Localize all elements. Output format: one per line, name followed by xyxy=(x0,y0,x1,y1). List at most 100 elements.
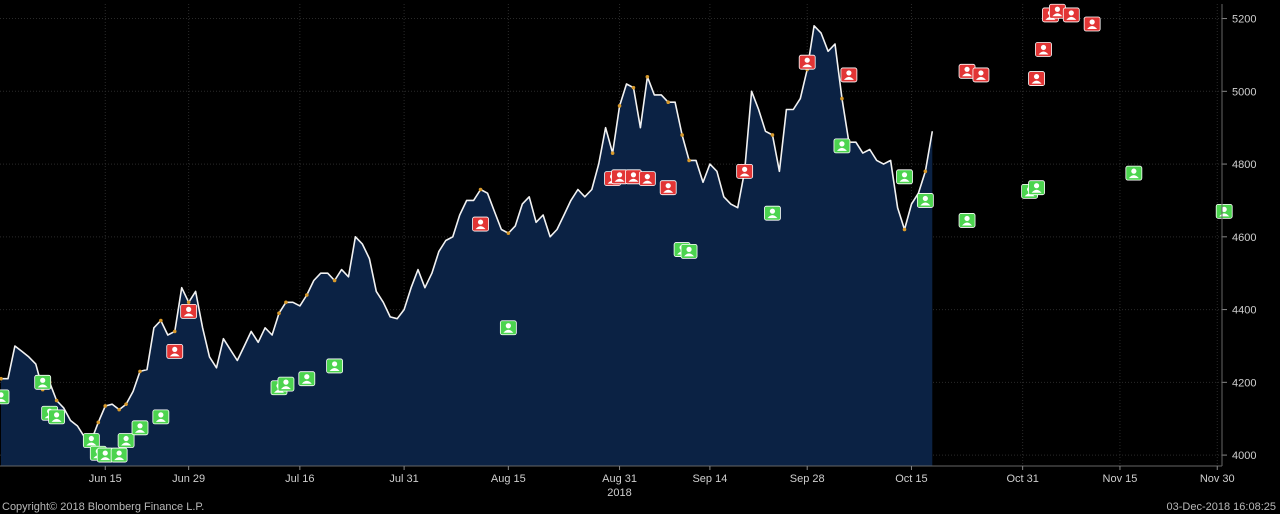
sell-signal-icon-head xyxy=(978,70,984,76)
signal-dot xyxy=(117,407,121,412)
buy-signal-icon-head xyxy=(332,361,338,367)
buy-signal-icon xyxy=(131,420,149,436)
buy-signal-icon-body xyxy=(135,429,145,433)
sell-signal-icon-body xyxy=(739,173,750,177)
sell-signal-icon xyxy=(840,67,858,83)
sell-signal-icon xyxy=(1049,3,1066,19)
sell-signal-icon xyxy=(180,303,198,319)
signal-dot xyxy=(687,158,691,163)
sell-signal-icon xyxy=(611,169,628,185)
signal-dot xyxy=(159,318,163,323)
buy-signal-icon-head xyxy=(54,412,60,418)
signal-dot xyxy=(96,420,101,425)
y-tick-label: 4000 xyxy=(1232,450,1256,462)
buy-signal-icon-head xyxy=(116,450,122,456)
sell-signal-icon-head xyxy=(616,172,623,178)
buy-signal-icon-body xyxy=(51,418,62,422)
buy-signal-icon-body xyxy=(836,147,847,151)
sell-signal-icon-head xyxy=(742,166,748,172)
signal-dot xyxy=(617,104,622,108)
buy-signal-icon xyxy=(896,169,913,185)
signal-dot xyxy=(0,376,3,381)
x-tick-label: Aug 31 xyxy=(602,473,637,485)
buy-signal-icon-head xyxy=(839,141,845,147)
sell-signal-icon-head xyxy=(1068,10,1074,16)
sell-signal-icon xyxy=(472,216,489,232)
buy-signal-icon-head xyxy=(505,323,511,329)
sell-signal-icon-body xyxy=(183,313,194,317)
buy-signal-icon-body xyxy=(767,215,778,219)
x-tick-label: Nov 30 xyxy=(1200,473,1235,485)
buy-signal-icon xyxy=(48,409,65,425)
signal-dot xyxy=(124,402,128,406)
sell-signal-icon-body xyxy=(1038,51,1049,55)
buy-signal-icon-body xyxy=(920,202,931,206)
buy-signal-icon-body xyxy=(280,386,291,390)
buy-signal-icon-body xyxy=(301,380,312,384)
timestamp-text: 03-Dec-2018 16:08:25 xyxy=(1166,501,1276,513)
buy-signal-icon-head xyxy=(40,377,46,383)
buy-signal-icon-body xyxy=(114,457,125,461)
buy-signal-icon-body xyxy=(899,178,910,182)
series-line xyxy=(1,25,934,442)
sell-signal-icon xyxy=(972,67,990,83)
sell-signal-icon-head xyxy=(665,183,671,189)
signal-dot xyxy=(770,133,775,137)
buy-signal-icon-head xyxy=(158,412,164,418)
y-tick-label: 4600 xyxy=(1232,232,1256,244)
buy-signal-icon xyxy=(277,376,295,392)
signal-dot xyxy=(305,293,309,297)
sell-signal-icon xyxy=(638,171,656,187)
buy-signal-icon xyxy=(110,447,128,463)
signal-dot xyxy=(902,227,907,232)
buy-signal-icon xyxy=(117,433,135,448)
sell-signal-icon-head xyxy=(846,70,852,76)
sell-signal-icon-head xyxy=(804,57,810,63)
signal-dot xyxy=(138,369,142,374)
sell-signal-icon-head xyxy=(964,66,970,72)
sell-signal-icon xyxy=(1028,71,1045,86)
buy-signal-icon xyxy=(34,374,52,390)
sell-signal-icon-head xyxy=(1033,73,1040,80)
signal-dot xyxy=(284,300,288,305)
sell-signal-icon-body xyxy=(843,76,854,80)
signal-dot xyxy=(332,278,337,283)
buy-signal-icon-body xyxy=(0,398,6,402)
buy-signal-icon-head xyxy=(304,374,310,380)
sell-signal-icon-head xyxy=(1089,19,1095,25)
buy-signal-icon-body xyxy=(86,442,97,446)
sell-signal-icon-head xyxy=(630,172,637,178)
signal-dot xyxy=(506,231,511,235)
sell-signal-icon xyxy=(625,169,642,185)
sell-signal-icon-body xyxy=(1052,13,1063,17)
signal-dot xyxy=(923,169,928,174)
y-tick-label: 5200 xyxy=(1232,14,1256,26)
signal-dot xyxy=(631,85,636,90)
sell-signal-icon-body xyxy=(802,64,813,68)
buy-signal-icon-body xyxy=(684,253,695,257)
y-tick-label: 4200 xyxy=(1232,377,1256,389)
buy-signal-icon xyxy=(298,371,316,387)
sell-signal-icon xyxy=(1035,42,1052,57)
x-tick-label: Jun 15 xyxy=(89,473,122,485)
buy-signal-icon-head xyxy=(102,450,108,456)
x-tick-label: Jul 16 xyxy=(285,473,314,485)
sell-signal-icon-body xyxy=(1031,80,1042,84)
x-tick-label: Oct 31 xyxy=(1006,473,1038,485)
buy-signal-icon xyxy=(1028,180,1045,196)
y-tick-label: 4400 xyxy=(1232,305,1256,317)
y-tick-label: 4800 xyxy=(1232,159,1256,171)
buy-signal-icon xyxy=(152,409,170,425)
signal-dot xyxy=(172,329,177,334)
buy-signal-icon-head xyxy=(1131,168,1137,174)
sell-signal-icon xyxy=(166,344,184,359)
sell-signal-icon-body xyxy=(975,76,986,80)
sell-signal-icon xyxy=(1083,16,1101,32)
x-year-label: 2018 xyxy=(607,487,631,499)
buy-signal-icon-head xyxy=(769,208,776,214)
sell-signal-icon-body xyxy=(962,73,973,77)
sell-signal-icon xyxy=(1062,7,1080,23)
sell-signal-icon-head xyxy=(186,306,192,312)
x-tick-label: Oct 15 xyxy=(895,473,927,485)
